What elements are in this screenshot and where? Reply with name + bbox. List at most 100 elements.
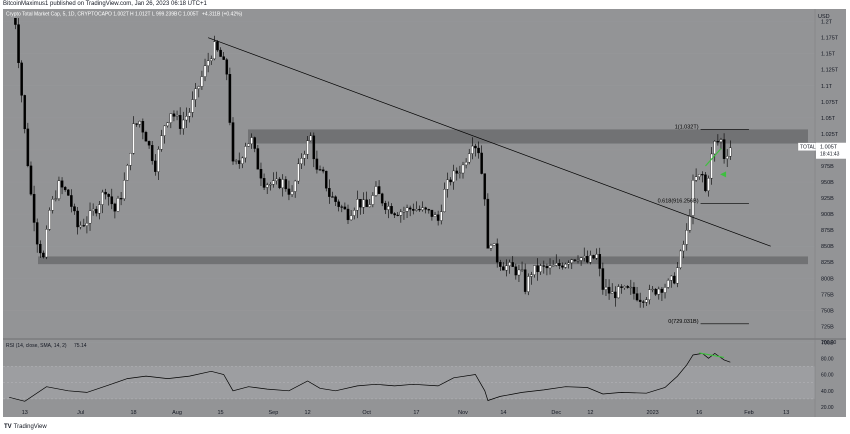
candle[interactable] bbox=[477, 141, 480, 159]
candle[interactable] bbox=[614, 286, 617, 307]
candle[interactable] bbox=[638, 292, 642, 308]
candle[interactable] bbox=[458, 165, 462, 179]
candle[interactable] bbox=[408, 205, 412, 217]
candle[interactable] bbox=[371, 192, 375, 208]
candle[interactable] bbox=[91, 203, 95, 216]
candle[interactable] bbox=[586, 250, 589, 264]
candle[interactable] bbox=[57, 176, 61, 201]
candle[interactable] bbox=[430, 209, 434, 221]
candle[interactable] bbox=[368, 199, 372, 208]
candle[interactable] bbox=[635, 286, 639, 302]
candle[interactable] bbox=[713, 140, 717, 162]
candle[interactable] bbox=[157, 146, 160, 181]
candle[interactable] bbox=[427, 208, 431, 214]
candle[interactable] bbox=[250, 133, 253, 149]
candle[interactable] bbox=[17, 16, 20, 69]
candle[interactable] bbox=[399, 209, 403, 223]
candle[interactable] bbox=[610, 283, 614, 294]
candle[interactable] bbox=[716, 134, 720, 146]
candle[interactable] bbox=[122, 172, 126, 201]
candle[interactable] bbox=[51, 196, 54, 214]
candle[interactable] bbox=[620, 284, 623, 294]
candle[interactable] bbox=[163, 125, 166, 144]
candle[interactable] bbox=[660, 287, 664, 302]
candle[interactable] bbox=[424, 206, 427, 214]
candle[interactable] bbox=[76, 207, 79, 235]
candle[interactable] bbox=[415, 201, 418, 212]
candle[interactable] bbox=[321, 166, 325, 174]
candle[interactable] bbox=[492, 243, 496, 246]
candle[interactable] bbox=[725, 149, 729, 168]
candle[interactable] bbox=[558, 259, 561, 270]
candle[interactable] bbox=[623, 285, 626, 290]
candle[interactable] bbox=[579, 257, 583, 266]
candle[interactable] bbox=[545, 263, 549, 276]
candle[interactable] bbox=[35, 218, 39, 253]
candle[interactable] bbox=[94, 206, 98, 217]
candle[interactable] bbox=[402, 206, 406, 220]
candle[interactable] bbox=[362, 192, 365, 214]
candle[interactable] bbox=[343, 202, 347, 210]
candle[interactable] bbox=[318, 165, 322, 171]
candle[interactable] bbox=[154, 154, 157, 176]
candle[interactable] bbox=[439, 204, 443, 225]
candle[interactable] bbox=[685, 223, 689, 251]
candle[interactable] bbox=[216, 40, 219, 52]
candle[interactable] bbox=[269, 182, 272, 191]
candle[interactable] bbox=[237, 152, 241, 169]
candle[interactable] bbox=[309, 132, 312, 142]
candle[interactable] bbox=[645, 296, 648, 307]
candle[interactable] bbox=[511, 256, 514, 267]
candle[interactable] bbox=[443, 182, 446, 213]
candle[interactable] bbox=[533, 265, 536, 278]
candle[interactable] bbox=[324, 170, 328, 192]
candle[interactable] bbox=[48, 207, 51, 231]
candle[interactable] bbox=[701, 171, 704, 183]
candle[interactable] bbox=[604, 278, 608, 297]
candle[interactable] bbox=[45, 225, 48, 260]
candle[interactable] bbox=[306, 135, 309, 160]
candle[interactable] bbox=[63, 186, 67, 192]
candle[interactable] bbox=[669, 275, 673, 288]
candle[interactable] bbox=[334, 195, 337, 207]
candle[interactable] bbox=[554, 254, 558, 267]
candle[interactable] bbox=[172, 110, 176, 122]
candle[interactable] bbox=[446, 172, 449, 198]
candle[interactable] bbox=[281, 174, 284, 197]
candle[interactable] bbox=[542, 260, 546, 274]
candle[interactable] bbox=[483, 173, 487, 206]
candle[interactable] bbox=[474, 143, 477, 157]
candle[interactable] bbox=[523, 263, 527, 295]
candle[interactable] bbox=[175, 110, 179, 121]
candle[interactable] bbox=[70, 189, 73, 213]
candle[interactable] bbox=[60, 177, 64, 195]
candle[interactable] bbox=[349, 209, 353, 221]
candle[interactable] bbox=[272, 172, 275, 188]
candle[interactable] bbox=[530, 271, 533, 285]
candle[interactable] bbox=[688, 208, 692, 233]
candle[interactable] bbox=[182, 111, 185, 135]
candle[interactable] bbox=[601, 262, 605, 295]
candle[interactable] bbox=[265, 182, 269, 195]
chart-frame[interactable]: 1(1.032T) 0.618(916.256B) 0(729.031B) RSI … bbox=[3, 0, 846, 417]
candle[interactable] bbox=[666, 278, 670, 289]
candle[interactable] bbox=[312, 132, 316, 168]
candle[interactable] bbox=[365, 191, 368, 208]
candle[interactable] bbox=[297, 158, 300, 185]
candle[interactable] bbox=[132, 116, 135, 155]
candle[interactable] bbox=[185, 107, 188, 128]
candle[interactable] bbox=[356, 190, 359, 219]
candle[interactable] bbox=[461, 161, 465, 179]
candle[interactable] bbox=[244, 142, 247, 163]
candle[interactable] bbox=[209, 55, 213, 65]
candle[interactable] bbox=[107, 193, 110, 206]
candle[interactable] bbox=[141, 118, 145, 140]
resistance-zone[interactable] bbox=[248, 129, 808, 144]
candle[interactable] bbox=[147, 140, 151, 149]
candle[interactable] bbox=[275, 171, 278, 185]
candle[interactable] bbox=[589, 250, 592, 265]
candle[interactable] bbox=[682, 240, 685, 259]
candle[interactable] bbox=[436, 210, 440, 226]
candle[interactable] bbox=[315, 150, 319, 174]
candle[interactable] bbox=[467, 148, 471, 165]
